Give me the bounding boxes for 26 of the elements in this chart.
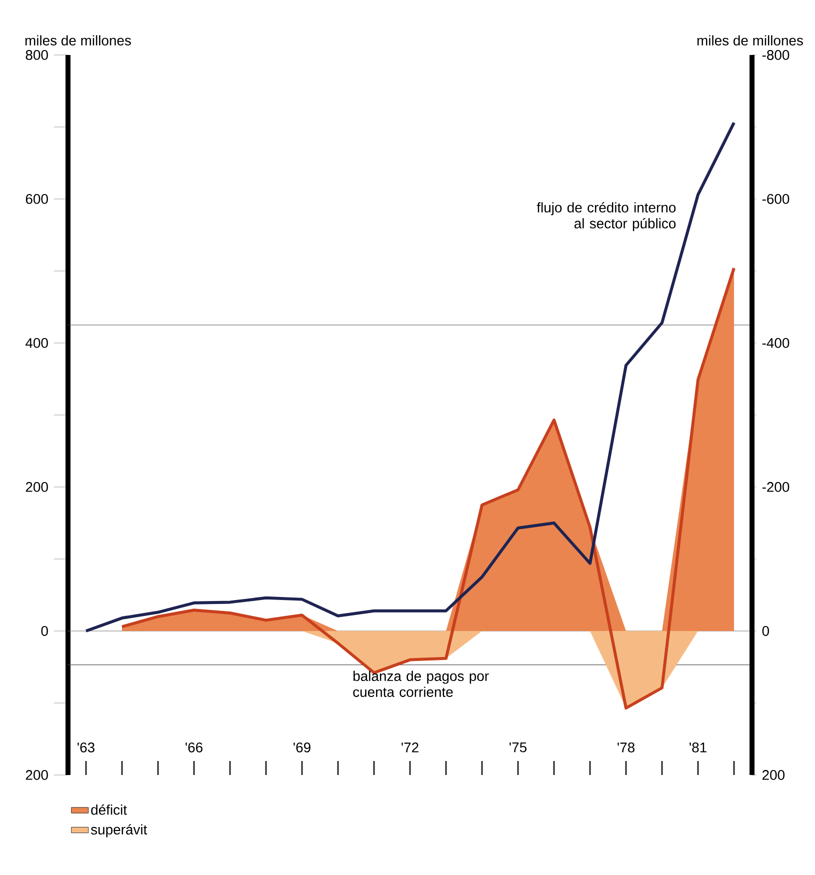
y2-tick-label: -600 (762, 194, 790, 204)
x-tick-label: '81 (690, 742, 706, 752)
x-tick-label: '63 (78, 742, 94, 752)
x-tick-label: '66 (186, 742, 202, 752)
legend-label: déficit (91, 804, 127, 815)
line-series (120, 266, 736, 710)
y-tick-label: 200 (26, 482, 48, 492)
legend-label: superávit (90, 824, 148, 838)
x-tick-label: '75 (510, 742, 527, 752)
y2-tick-label: -200 (762, 482, 790, 492)
y-tick-label: 400 (26, 338, 48, 348)
y2-tick-label: 0 (762, 626, 770, 636)
y2-axis-title: miles de millones (697, 35, 803, 46)
x-tick-label: '69 (294, 742, 310, 752)
y-tick-label: 800 (26, 50, 48, 60)
x-tick-label: '72 (402, 742, 418, 752)
y2-tick-label: -400 (762, 338, 790, 348)
y-tick-label: 600 (26, 194, 48, 204)
y-tick-label: 0 (41, 626, 48, 636)
x-tick-label: '78 (618, 742, 634, 752)
y-tick-label: 200 (26, 770, 48, 780)
series-label: flujo de crédito interno al sector público (536, 202, 676, 232)
y-axis-title: miles de millones (25, 35, 131, 46)
series-label: balanza de pagos por cuenta corriente (353, 670, 489, 697)
y2-tick-label: 200 (762, 770, 785, 780)
y2-tick-label: -800 (762, 50, 790, 60)
